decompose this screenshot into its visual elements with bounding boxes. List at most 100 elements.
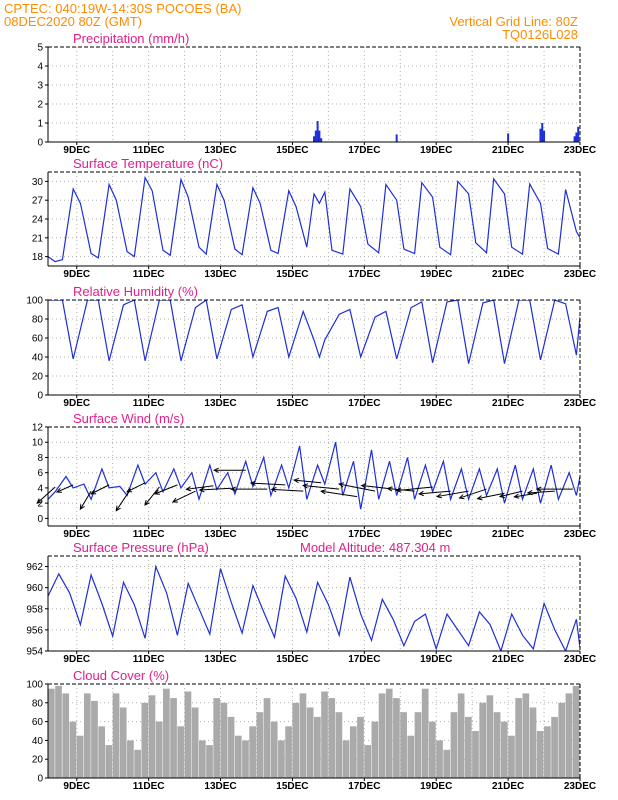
wind-arrow-head — [458, 494, 465, 500]
cloud-bar — [83, 693, 91, 778]
x-tick-label: 15DEC — [276, 398, 308, 409]
y-tick-label: 12 — [32, 423, 44, 434]
cloud-bar — [371, 721, 379, 778]
x-tick-label: 21DEC — [492, 654, 524, 665]
cloud-bar — [457, 693, 465, 778]
cloud-bar — [393, 698, 400, 778]
panel-title: Surface Wind (m/s) — [73, 411, 184, 426]
x-tick-label: 15DEC — [276, 529, 308, 540]
wind-arrow — [499, 490, 523, 498]
cloud-bar — [134, 749, 141, 778]
x-tick-label: 13DEC — [204, 529, 236, 540]
x-tick-label: 21DEC — [492, 269, 524, 280]
y-tick-label: 40 — [32, 736, 44, 747]
cloud-bar — [515, 698, 522, 778]
wind-arrow — [514, 492, 537, 498]
y-tick-label: 4 — [37, 483, 43, 494]
y-tick-label: 5 — [37, 43, 43, 54]
y-tick-label: 2 — [37, 499, 43, 510]
y-tick-label: 0 — [37, 138, 43, 149]
x-tick-label: 19DEC — [420, 781, 452, 792]
wind-arrow-head — [90, 489, 97, 495]
header-model: TQ0126L028 — [502, 27, 578, 42]
cloud-bar — [285, 726, 292, 778]
wind-arrow — [144, 486, 160, 506]
cloud-bar — [127, 740, 134, 778]
cloud-bar — [450, 712, 458, 778]
cloud-bar — [357, 716, 364, 778]
wind-arrow-head — [337, 482, 345, 488]
cloud-bar — [198, 740, 206, 778]
x-tick-label: 13DEC — [204, 781, 236, 792]
cloud-bar — [500, 721, 508, 778]
cloud-bar — [249, 726, 256, 778]
x-tick-label: 13DEC — [204, 398, 236, 409]
wind-arrow — [186, 485, 214, 490]
y-tick-label: 100 — [26, 296, 43, 307]
wind-arrow — [79, 490, 92, 510]
panel-title: Surface Pressure (hPa) — [73, 540, 209, 555]
cloud-bar — [170, 698, 177, 778]
wind-arrow — [527, 490, 555, 494]
wind-arrow — [115, 488, 132, 511]
header-location: CPTEC: 040:19W-14:30S POCOES (BA) — [4, 1, 241, 16]
x-tick-label: 9DEC — [63, 529, 90, 540]
panel-title: Precipitation (mm/h) — [73, 31, 189, 46]
x-tick-label: 9DEC — [63, 654, 90, 665]
x-tick-label: 9DEC — [63, 781, 90, 792]
wind-arrow — [419, 490, 451, 495]
x-tick-label: 19DEC — [420, 145, 452, 156]
cloud-bar — [529, 707, 537, 778]
cloud-bar — [227, 716, 235, 778]
x-tick-label: 17DEC — [348, 529, 380, 540]
wind-arrow-head — [171, 497, 178, 503]
cloud-bar — [155, 721, 163, 778]
precip-bar — [573, 136, 576, 142]
wind-arrow — [303, 484, 340, 490]
y-tick-label: 956 — [26, 625, 43, 636]
x-tick-label: 23DEC — [564, 269, 596, 280]
y-tick-label: 10 — [32, 438, 44, 449]
cloud-bar — [55, 685, 62, 778]
wind-arrow — [172, 490, 196, 503]
y-tick-label: 20 — [32, 755, 44, 766]
x-tick-label: 9DEC — [63, 269, 90, 280]
cloud-bar — [220, 702, 228, 778]
cloud-bar — [522, 693, 530, 778]
cloud-bar — [213, 698, 221, 778]
panel-3: 0 2 4 6 8 10 12 9DEC 11DEC 13DEC 15DEC 17DEC 19DEC 21… — [32, 411, 596, 540]
cloud-bar — [349, 726, 357, 778]
cloud-bar — [263, 698, 271, 778]
cloud-bar — [62, 693, 70, 778]
wind-arrow-head — [249, 480, 256, 486]
panel-2: 0 20 40 60 80 100 9DEC 11DEC 13DEC 15DEC 17DEC 19DE… — [26, 284, 596, 409]
cloud-bar — [184, 691, 192, 778]
y-tick-label: 24 — [32, 215, 44, 226]
cloud-bar — [486, 695, 494, 778]
cloud-bar — [321, 691, 328, 778]
y-tick-label: 958 — [26, 604, 43, 615]
wind-arrow-head — [526, 490, 533, 496]
panel-title: Surface Temperature (nC) — [73, 156, 223, 171]
wind-arrow — [271, 488, 304, 492]
wind-arrow-head — [360, 483, 367, 489]
y-tick-label: 6 — [37, 468, 43, 479]
wind-arrow-head — [153, 489, 160, 495]
panel-4: 954 956 958 960 962 9DEC 11DEC 13DEC 15DEC 17DEC 1… — [26, 540, 596, 665]
cloud-bar — [536, 731, 544, 778]
y-tick-label: 21 — [32, 233, 44, 244]
x-tick-label: 15DEC — [276, 145, 308, 156]
x-tick-label: 17DEC — [348, 398, 380, 409]
x-tick-label: 11DEC — [133, 529, 165, 540]
y-tick-label: 100 — [26, 680, 43, 691]
cloud-bar — [112, 693, 120, 778]
y-tick-label: 40 — [32, 353, 44, 364]
cloud-bar — [299, 693, 307, 778]
wind-arrow — [154, 484, 178, 495]
x-tick-label: 17DEC — [348, 781, 380, 792]
wind-arrow — [396, 486, 433, 492]
x-tick-label: 23DEC — [564, 145, 596, 156]
cloud-bar — [314, 716, 321, 778]
y-tick-label: 60 — [32, 334, 44, 345]
x-tick-label: 11DEC — [133, 654, 165, 665]
